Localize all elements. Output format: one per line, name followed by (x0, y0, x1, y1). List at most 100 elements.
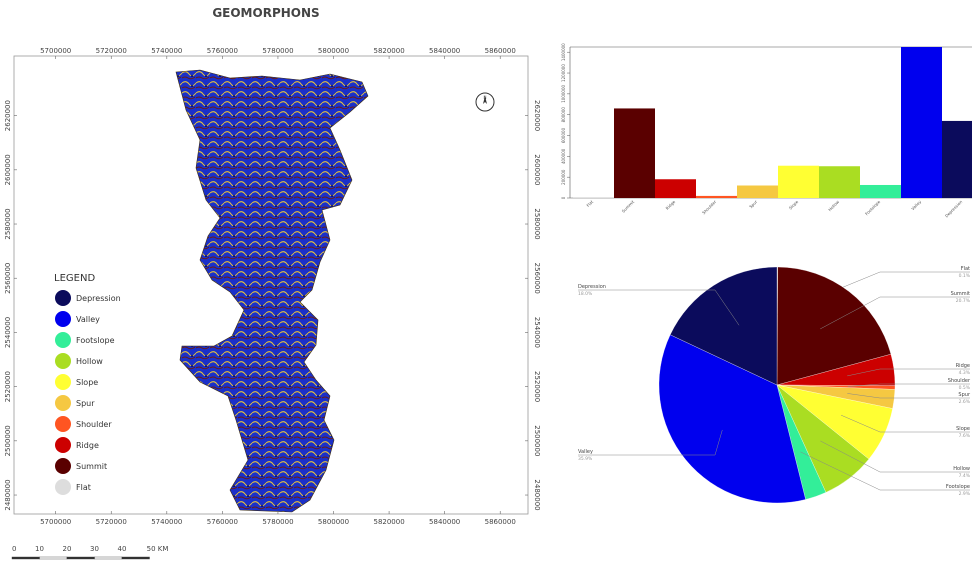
y-tick-label: 2580000 (533, 208, 541, 239)
legend-label: Spur (76, 399, 95, 408)
x-tick-label: 5780000 (262, 518, 293, 526)
x-tick-label: 5720000 (96, 47, 127, 55)
x-tick-label: 5760000 (207, 518, 238, 526)
legend-swatch (55, 311, 71, 327)
y-tick-label: 800000 (561, 107, 566, 123)
legend-swatch (55, 395, 71, 411)
y-tick-label: 1000000 (561, 85, 566, 103)
legend-swatch (55, 479, 71, 495)
bar (737, 186, 778, 198)
legend-swatch (55, 290, 71, 306)
x-tick-label: Footslope (864, 199, 882, 217)
pie-label: Flat (961, 266, 970, 272)
pie-value-label: 20.7% (956, 298, 971, 304)
legend-label: Shoulder (76, 420, 112, 429)
y-tick-label: 200000 (561, 169, 566, 185)
pie-value-label: 35.9% (578, 456, 593, 462)
legend-label: Ridge (76, 441, 99, 450)
x-tick-label: 5860000 (485, 47, 516, 55)
legend-label: Flat (76, 483, 91, 492)
pie-label: Slope (956, 426, 970, 432)
scale-segment (67, 557, 95, 559)
pie-label: Ridge (956, 363, 970, 369)
x-tick-label: 5720000 (96, 518, 127, 526)
figure-title: GEOMORPHONS (212, 6, 319, 20)
scale-segment (12, 557, 40, 559)
x-tick-label: 5860000 (485, 518, 516, 526)
pie-value-label: 0.5% (959, 385, 971, 391)
x-tick-label: Flat (585, 199, 594, 208)
legend-title: LEGEND (54, 273, 95, 284)
x-tick-label: Summit (621, 199, 636, 214)
y-tick-label: 1400000 (561, 43, 566, 61)
y-tick-label: 2560000 (533, 263, 541, 294)
y-tick-label: 2480000 (4, 479, 12, 510)
pie-value-label: 4.3% (959, 370, 971, 376)
pie-value-label: 7.4% (959, 473, 971, 479)
x-tick-label: 5740000 (151, 518, 182, 526)
y-tick-label: 2600000 (533, 154, 541, 185)
legend-swatch (55, 437, 71, 453)
pie-label: Footslope (946, 484, 970, 490)
figure: GEOMORPHONS N LEGEND 01020304050 KM 5700… (0, 0, 972, 562)
y-tick-label: 2540000 (533, 317, 541, 348)
scale-segment (40, 557, 68, 559)
north-label: N (484, 95, 487, 100)
legend-swatch (55, 332, 71, 348)
y-tick-label: 2520000 (4, 371, 12, 402)
bar (860, 185, 901, 198)
x-tick-label: Hollow (827, 199, 841, 213)
legend-label: Valley (76, 315, 100, 324)
x-tick-label: 5820000 (373, 518, 404, 526)
page: {"title":"GEOMORPHONS", "map":{ "xlim":[… (0, 0, 972, 562)
x-tick-label: Spur (748, 199, 758, 209)
y-tick-label: 600000 (561, 127, 566, 143)
scale-label: 10 (35, 545, 44, 553)
bar (901, 42, 942, 198)
x-tick-label: 5840000 (429, 47, 460, 55)
x-tick-label: 5740000 (151, 47, 182, 55)
x-tick-label: Shoulder (701, 199, 717, 215)
bar (696, 196, 737, 198)
x-tick-label: 5840000 (429, 518, 460, 526)
bars (573, 42, 972, 198)
pie-label: Summit (951, 291, 970, 297)
x-tick-label: Valley (910, 199, 922, 211)
x-tick-label: 5800000 (318, 47, 349, 55)
legend-label: Slope (76, 378, 98, 387)
y-tick-label: 0 (561, 196, 566, 199)
scale-label: 0 (12, 545, 16, 553)
pie-label: Depression (578, 284, 606, 290)
legend-label: Depression (76, 294, 121, 303)
y-tick-label: 2500000 (533, 425, 541, 456)
pie-value-label: 7.6% (959, 433, 971, 439)
legend-swatch (55, 458, 71, 474)
y-tick-label: 2500000 (4, 425, 12, 456)
pie-value-label: 0.1% (959, 273, 971, 279)
bar (942, 121, 972, 198)
x-tick-label: 5780000 (262, 47, 293, 55)
legend-label: Footslope (76, 336, 115, 345)
x-tick-label: Slope (788, 199, 800, 211)
y-tick-label: 1200000 (561, 64, 566, 82)
pie-label: Hollow (953, 466, 970, 472)
pie-value-label: 18.0% (578, 291, 593, 297)
legend-label: Hollow (76, 357, 103, 366)
scale-segment (95, 557, 123, 559)
bar (655, 179, 696, 198)
scale-segment (122, 557, 150, 559)
scale-label: 20 (63, 545, 72, 553)
x-tick-label: 5800000 (318, 518, 349, 526)
legend-swatch (55, 353, 71, 369)
x-tick-label: 5820000 (373, 47, 404, 55)
x-tick-label: 5760000 (207, 47, 238, 55)
x-tick-label: Depression (944, 199, 964, 219)
x-tick-label: 5700000 (40, 47, 71, 55)
legend-swatch (55, 374, 71, 390)
y-tick-label: 2560000 (4, 263, 12, 294)
scale-label: 50 KM (147, 545, 169, 553)
y-tick-label: 2600000 (4, 154, 12, 185)
y-tick-label: 2580000 (4, 208, 12, 239)
bar (778, 166, 819, 198)
pie-label: Spur (958, 392, 971, 398)
